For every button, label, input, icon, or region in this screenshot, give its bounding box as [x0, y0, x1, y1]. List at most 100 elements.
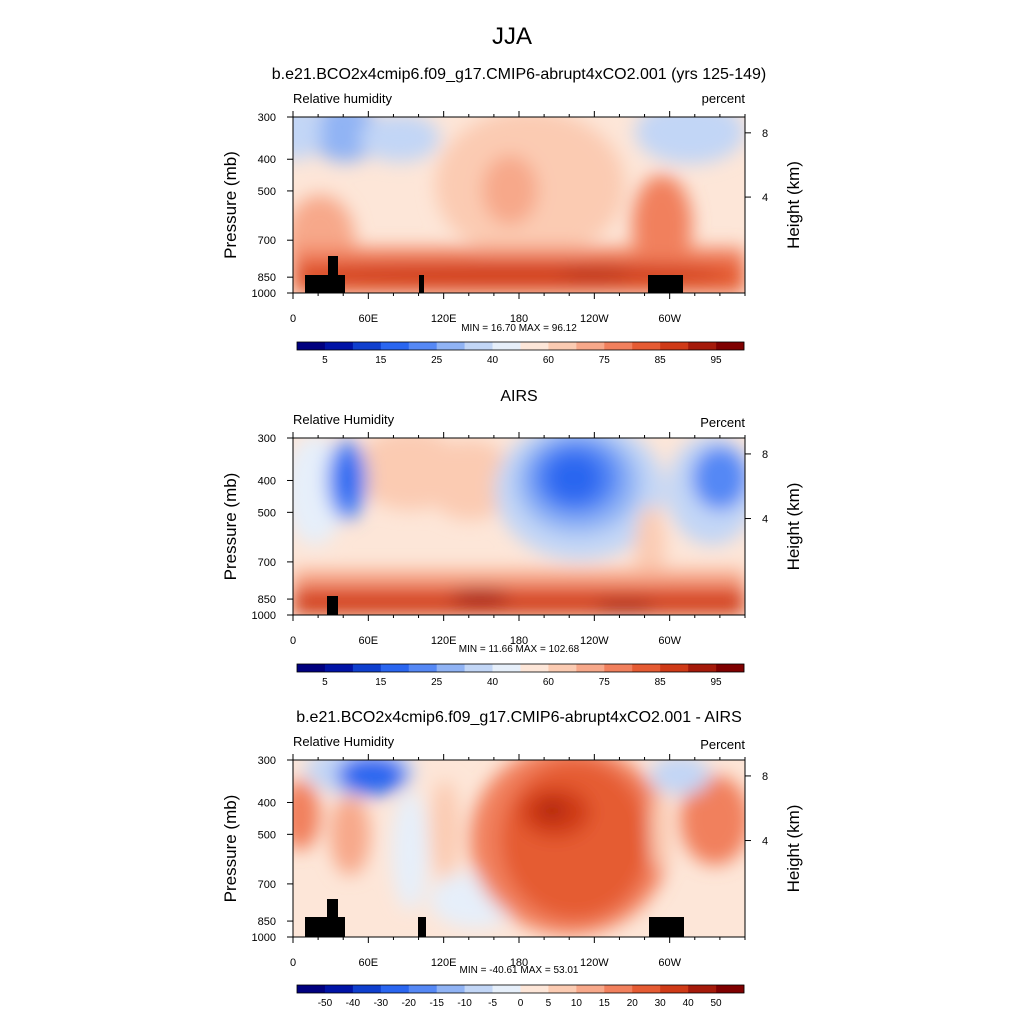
pressure-tick-label: 700	[258, 879, 276, 891]
panel-diff-field	[293, 760, 745, 937]
colorbar-swatch	[408, 342, 437, 350]
y-axis-label-right: Height (km)	[784, 805, 803, 893]
terrain	[648, 275, 683, 293]
colorbar-label: 60	[543, 677, 555, 688]
height-tick-label: 4	[762, 192, 768, 204]
colorbar-swatch	[297, 664, 326, 672]
colorbar-swatch	[688, 664, 717, 672]
lon-tick-label: 60E	[359, 313, 379, 325]
lon-tick-label: 180	[510, 957, 528, 969]
colorbar-label: 5	[322, 355, 328, 366]
colorbar-label: 15	[599, 998, 611, 1009]
colorbar-swatch	[604, 985, 633, 993]
colorbar-swatch	[520, 664, 549, 672]
height-tick-label: 8	[762, 771, 768, 783]
colorbar-label: 95	[711, 355, 723, 366]
terrain	[328, 256, 338, 276]
terrain	[327, 899, 338, 919]
axes: 300 400 500 700 850 1000 8 4 0 60E 120E 180 120W 60W P…	[221, 432, 803, 647]
colorbar-label: 50	[711, 998, 723, 1009]
lon-tick-label: 0	[290, 635, 296, 647]
colorbar-swatch	[548, 985, 577, 993]
terrain	[419, 275, 424, 293]
colorbar-label: 75	[599, 355, 611, 366]
colorbar-label: -40	[346, 998, 361, 1009]
colorbar-swatch	[632, 342, 661, 350]
colorbar-label: 15	[375, 677, 387, 688]
colorbar-swatch	[576, 985, 605, 993]
colorbar-swatch	[492, 985, 521, 993]
colorbar-swatch	[632, 985, 661, 993]
pressure-tick-label: 1000	[252, 610, 276, 622]
colorbar-label: 95	[711, 677, 723, 688]
colorbar-label: 85	[655, 355, 667, 366]
panel-model-left-label: Relative humidity	[293, 91, 392, 106]
colorbar-label: 40	[683, 998, 695, 1009]
lon-tick-label: 120E	[431, 313, 457, 325]
colorbar-label: 85	[655, 677, 667, 688]
colorbar-swatch	[688, 985, 717, 993]
colorbar-swatch	[576, 342, 605, 350]
colorbar-label: 40	[487, 355, 499, 366]
colorbar-swatch	[660, 342, 689, 350]
height-tick-label: 8	[762, 449, 768, 461]
lon-tick-label: 60E	[359, 635, 379, 647]
colorbar-swatch	[324, 985, 354, 993]
lon-tick-label: 120W	[580, 957, 609, 969]
colorbar-swatch	[492, 342, 521, 350]
colorbar-swatch	[380, 985, 410, 993]
lon-tick-label: 180	[510, 635, 528, 647]
panel-diff-title: b.e21.BCO2x4cmip6.f09_g17.CMIP6-abrupt4x…	[296, 709, 742, 726]
panel-model: b.e21.BCO2x4cmip6.f09_g17.CMIP6-abrupt4x…	[221, 66, 803, 366]
colorbar-label: 25	[431, 355, 443, 366]
colorbar-swatch	[604, 342, 633, 350]
panel-airs: AIRS Relative Humidity Percent	[221, 388, 803, 688]
pressure-tick-label: 700	[258, 557, 276, 569]
colorbar-label: 30	[655, 998, 667, 1009]
lon-tick-label: 60W	[658, 635, 681, 647]
axes: 300 400 500 700 850 1000 8 4 0 60E 120E 180 120W 60W P…	[221, 754, 803, 969]
axes: 300 400 500 700 850 1000 8 4 0 60E 120E 180 120W 60W P…	[221, 111, 803, 325]
colorbar-swatch	[548, 664, 577, 672]
colorbar: 5 15 25 40 60 75 85 95	[296, 341, 745, 366]
colorbar-label: 0	[518, 998, 524, 1009]
colorbar-swatch	[660, 985, 689, 993]
panel-diff-stats: MIN = -40.61 MAX = 53.01	[460, 965, 579, 976]
colorbar-label: 10	[571, 998, 583, 1009]
colorbar-swatch	[716, 342, 745, 350]
lon-tick-label: 60W	[658, 957, 681, 969]
colorbar-swatch	[380, 342, 410, 350]
terrain	[418, 917, 426, 937]
pressure-tick-label: 500	[258, 507, 276, 519]
colorbar-swatch	[352, 664, 382, 672]
panel-airs-right-label: Percent	[700, 415, 745, 430]
y-axis-label-right: Height (km)	[784, 483, 803, 571]
colorbar-frame	[296, 341, 745, 351]
y-axis-label-right: Height (km)	[784, 161, 803, 249]
colorbar: -50 -40 -30 -20 -15 -10 -5 0 5 10 15 20 30 40 50	[296, 984, 745, 1009]
colorbar-label: 25	[431, 677, 443, 688]
colorbar-swatch	[436, 664, 465, 672]
colorbar-swatch	[548, 342, 577, 350]
colorbar-swatch	[688, 342, 717, 350]
panel-model-right-label: percent	[702, 91, 746, 106]
colorbar-swatch	[604, 664, 633, 672]
pressure-tick-label: 500	[258, 186, 276, 198]
colorbar-swatch	[352, 342, 382, 350]
colorbar-swatch	[520, 985, 549, 993]
colorbar-frame	[296, 663, 745, 673]
colorbar-label: 20	[627, 998, 639, 1009]
y-axis-label: Pressure (mb)	[221, 473, 240, 581]
pressure-tick-label: 300	[258, 433, 276, 445]
y-axis-label: Pressure (mb)	[221, 795, 240, 903]
colorbar-label: 60	[543, 355, 555, 366]
pressure-tick-label: 850	[258, 594, 276, 606]
lon-tick-label: 120W	[580, 635, 609, 647]
terrain	[327, 596, 338, 615]
y-axis-label: Pressure (mb)	[221, 151, 240, 259]
height-tick-label: 4	[762, 836, 768, 848]
colorbar-swatch	[464, 664, 493, 672]
panel-diff-right-label: Percent	[700, 737, 745, 752]
pressure-tick-label: 400	[258, 475, 276, 487]
